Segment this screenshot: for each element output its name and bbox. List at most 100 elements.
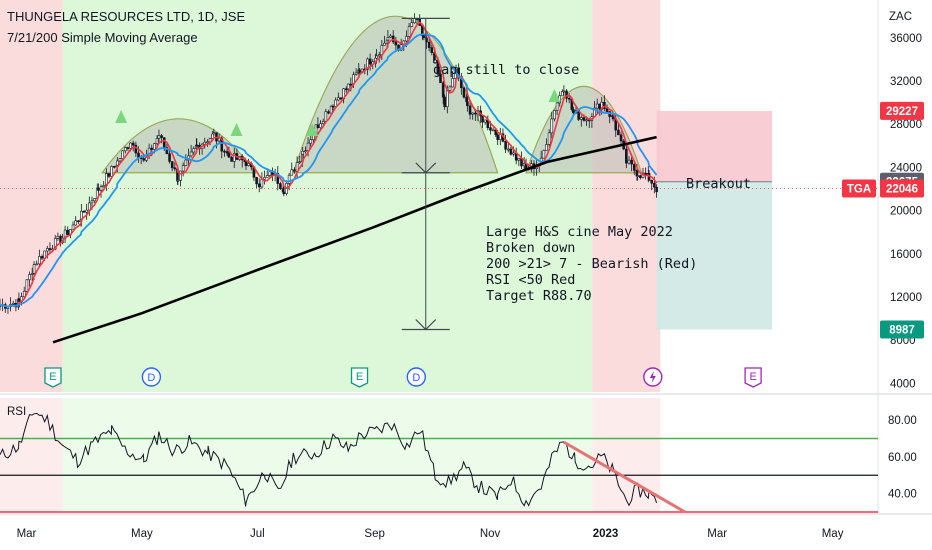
candle-body [483,119,487,123]
candle [603,95,606,112]
candle [123,146,127,154]
candle-body [346,83,350,90]
candle [605,104,609,114]
candle-body [184,159,188,166]
candle-body [491,129,495,132]
price-tag-value: 8987 [889,325,915,337]
marker-label: D [147,372,155,384]
candle-body [354,72,358,75]
candle-body [553,110,556,120]
candle-body [562,90,566,93]
candle-body [567,97,571,100]
candle-body [189,151,193,157]
stop-loss-zone [656,110,773,182]
dividend-marker: D [141,367,162,387]
marker-label: E [356,371,363,383]
candle-body [389,35,392,38]
candle-body [46,248,49,252]
candle-body [220,137,224,152]
candle-body [344,88,348,91]
candle-body [413,18,416,23]
candle-body [71,224,75,230]
candle [439,69,442,84]
candle-body [116,160,119,166]
candle [192,146,196,155]
candle-body [394,41,398,46]
candle [327,109,330,115]
candle-body [102,185,105,187]
candle-body [306,142,310,151]
candle [366,57,369,76]
candle [173,162,177,172]
candle [572,106,575,115]
candle [203,137,207,149]
candle-body [582,117,586,121]
earnings-icon [44,367,62,388]
dividend-icon [141,367,162,387]
rsi-tick-label: 40.00 [888,489,917,501]
dividend-icon [406,367,426,387]
candle [30,267,34,282]
candle [427,37,431,52]
candle-body [386,37,390,41]
candle-body [165,147,169,155]
candle-body [650,180,653,184]
candle-body [35,263,39,266]
candle-body [74,220,77,226]
candle [293,167,296,174]
candle-body [99,186,103,191]
candle-body [263,177,266,180]
candle [74,216,77,226]
candle-body [547,132,551,145]
candle [451,71,454,88]
candle-body [561,91,564,97]
candle-body [298,161,302,163]
axes: 4000800012000160002000024000280003200036… [17,33,924,540]
candle [471,112,474,120]
marker-label: D [412,372,420,384]
rsi-trendline [563,440,686,514]
candle-body [212,132,216,135]
ticker-tag-box [842,179,876,198]
candle-body [181,165,185,172]
candle [35,260,39,266]
trend-band-0 [0,0,63,392]
candle [627,156,631,165]
candle-body [481,115,484,123]
price-tag: 8987 [880,320,924,339]
candle [491,127,495,132]
candle-body [653,182,656,188]
breakout-annotation: Breakout [686,176,751,192]
candle [619,131,623,146]
dividend-marker: D [406,367,426,387]
candle [71,221,75,230]
candle-body [118,158,122,162]
candle [304,146,307,154]
candle-body [11,302,15,305]
candle-body [260,179,264,188]
candle-body [157,135,161,139]
candle-body [255,176,258,185]
analysis-notes: Large H&S cine May 2022 Broken down 200 … [486,224,697,304]
candle [344,86,348,93]
candle-body [126,147,130,149]
candle [257,178,261,193]
candle [93,198,96,204]
candle-body [504,141,507,150]
candle-body [545,144,548,151]
candle [265,170,269,178]
candle-body [287,174,291,184]
date-tick-label: May [131,528,153,540]
candle-body [168,153,171,162]
date-tick-label: 2023 [593,528,619,540]
candle-body [279,183,282,189]
marker-label: E [49,371,56,383]
candle [38,249,41,267]
signal-triangle-icon [306,123,319,136]
candle-body [605,108,609,112]
candle-body [542,150,546,159]
date-tick-label: Sep [364,528,384,540]
candle-body [217,137,221,142]
price-tick-label: 24000 [890,162,922,174]
